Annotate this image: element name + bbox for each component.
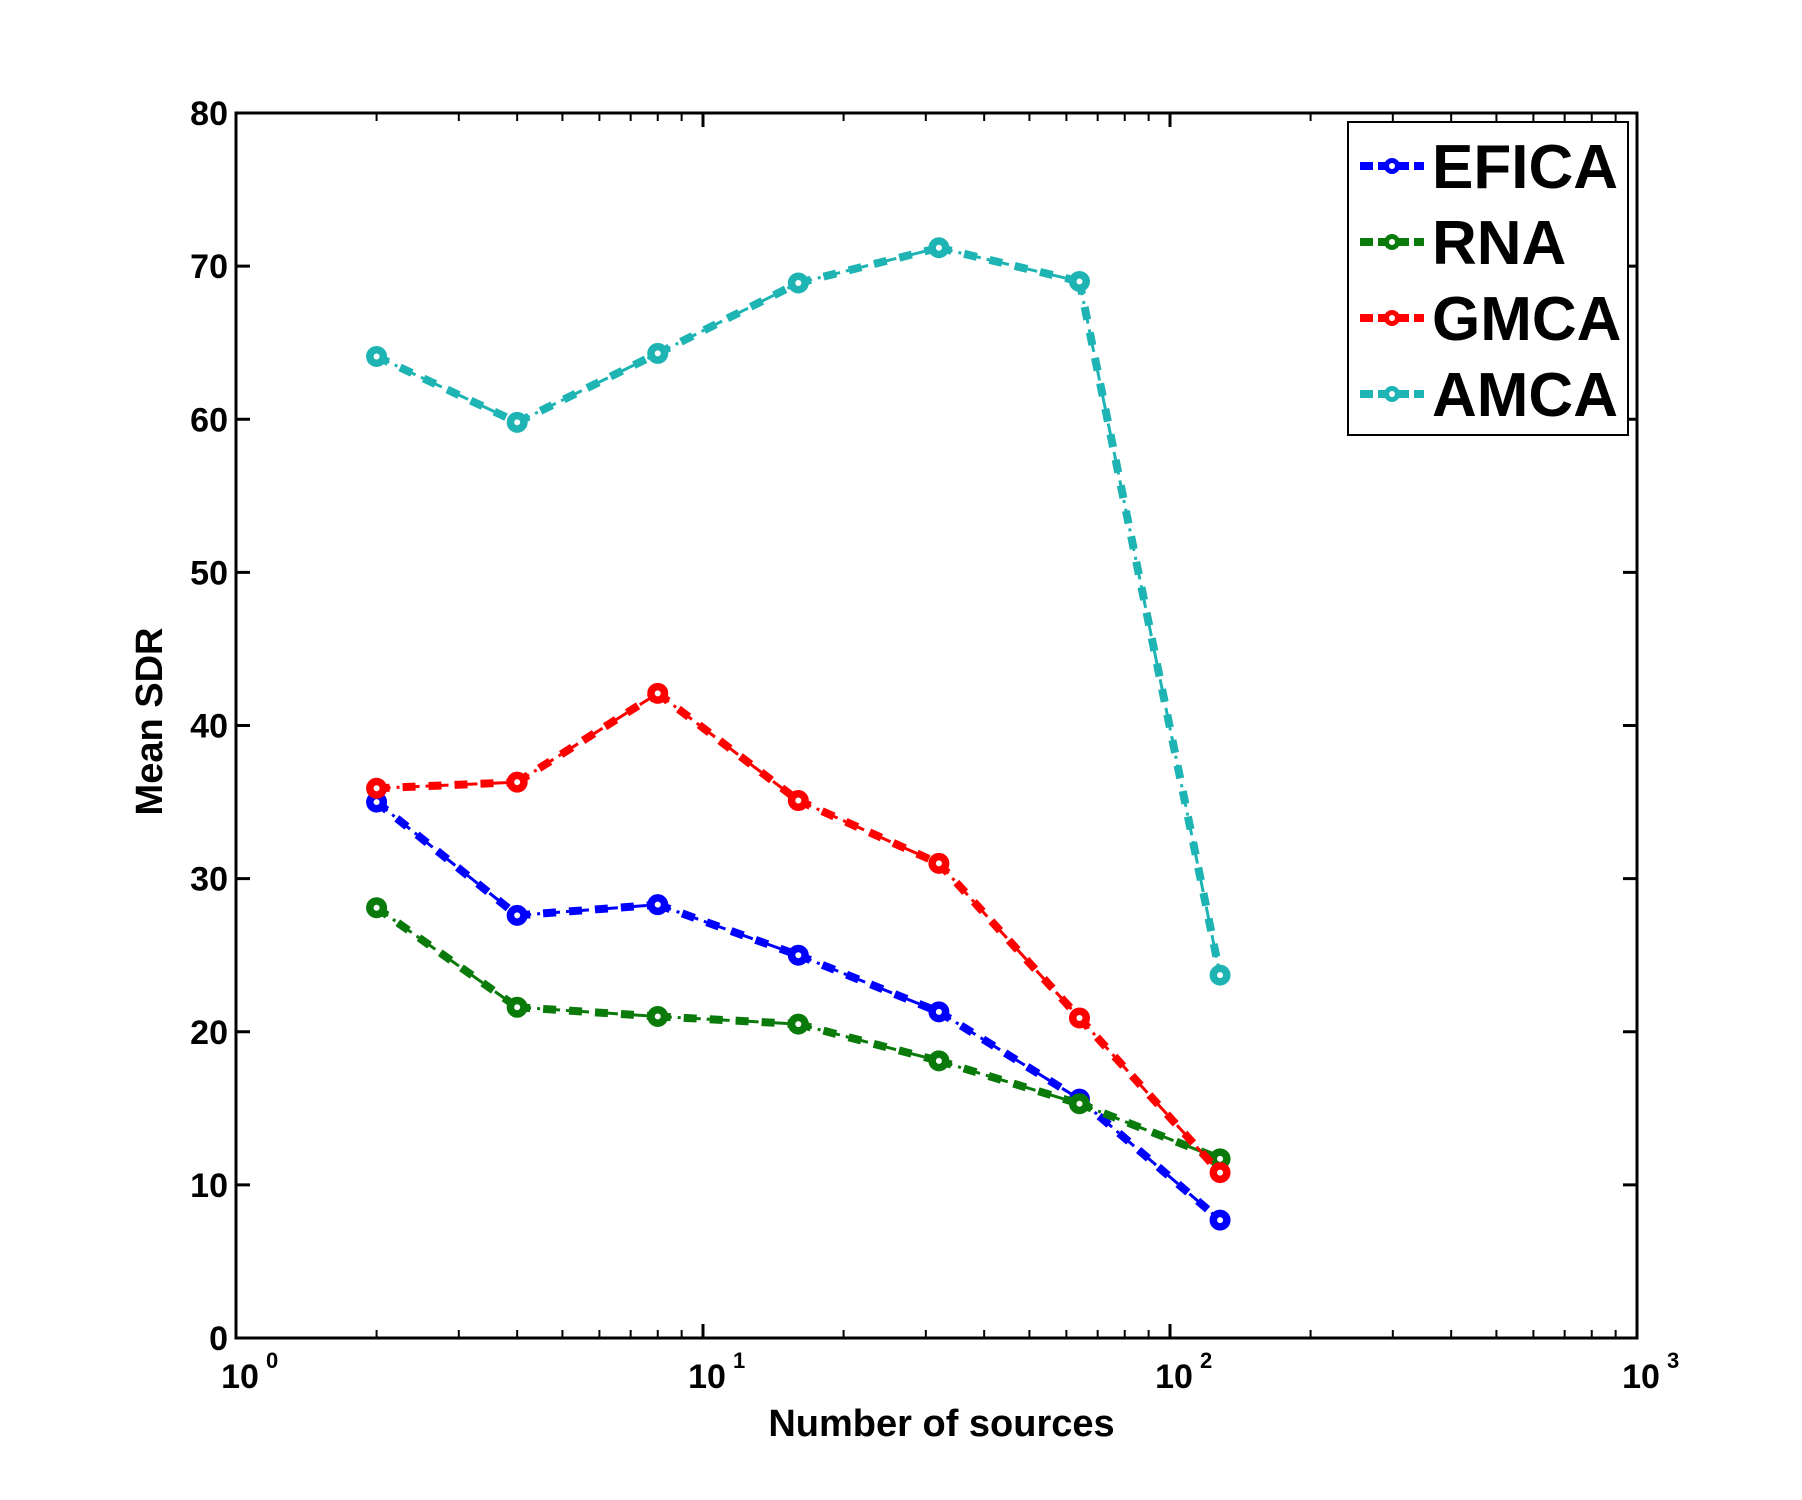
- data-point-center: [795, 1021, 802, 1028]
- legend: EFICA RNA GMCA AMCA: [1347, 121, 1629, 436]
- series-segment-bold: [1076, 1096, 1223, 1224]
- data-point-center: [654, 1013, 661, 1020]
- data-point-center: [654, 350, 661, 357]
- series-segment: [517, 1005, 658, 1018]
- data-point-center: [373, 799, 380, 806]
- legend-item-gmca: GMCA: [1360, 285, 1621, 354]
- series-rna: [366, 897, 1231, 1170]
- series-segment-bold: [515, 349, 660, 426]
- legend-label: AMCA: [1432, 361, 1618, 430]
- series-segment: [797, 246, 940, 285]
- y-tick-label: 10: [190, 1167, 228, 1205]
- series-segment: [797, 1022, 940, 1063]
- series-segment: [1078, 281, 1222, 976]
- legend-marker-center: [1389, 315, 1395, 321]
- y-tick-label: 70: [190, 248, 228, 286]
- y-tick-label: 20: [190, 1014, 228, 1052]
- legend-label: RNA: [1432, 209, 1566, 278]
- x-tick-label: 10: [688, 1358, 726, 1396]
- data-point-center: [1217, 1169, 1224, 1176]
- legend-box: [1347, 121, 1629, 436]
- series-segment: [657, 903, 799, 957]
- legend-label: EFICA: [1432, 133, 1618, 202]
- series-segment-bold: [374, 798, 520, 919]
- y-tick-label: 60: [190, 401, 228, 439]
- series-segment: [797, 953, 940, 1014]
- series-segment-bold: [515, 689, 660, 786]
- data-point-center: [1076, 1014, 1083, 1021]
- data-point-center: [373, 353, 380, 360]
- x-tick-label: 10: [221, 1358, 259, 1396]
- series-efica: [366, 791, 1231, 1231]
- series-segment-bold: [374, 352, 519, 426]
- legend-marker-center: [1389, 391, 1395, 397]
- tick-layer: [234, 111, 1639, 1340]
- series-segment-bold: [936, 1008, 1082, 1103]
- x-tick-label: 10: [1622, 1358, 1660, 1396]
- series-segment-bold: [935, 860, 1083, 1021]
- series-segment: [1078, 1102, 1221, 1161]
- data-point-center: [795, 952, 802, 959]
- series-segment: [657, 1014, 799, 1026]
- x-tick-exponent: 2: [1200, 1348, 1212, 1373]
- series-layer: [366, 237, 1231, 1231]
- data-point-center: [935, 244, 942, 251]
- x-tick-label: 10: [1155, 1358, 1193, 1396]
- data-point-center: [514, 779, 521, 786]
- data-point-center: [795, 797, 802, 804]
- series-segment: [938, 246, 1080, 283]
- data-point-center: [514, 419, 521, 426]
- y-tick-label: 50: [190, 554, 228, 592]
- x-tick-exponent: 1: [733, 1348, 745, 1373]
- legend-marker-center: [1389, 163, 1395, 169]
- data-point-center: [514, 912, 521, 919]
- legend-item-amca: AMCA: [1360, 361, 1618, 430]
- data-point-center: [935, 860, 942, 867]
- legend-item-rna: RNA: [1360, 209, 1566, 278]
- y-tick-label: 30: [190, 861, 228, 899]
- x-tick-exponent: 3: [1667, 1348, 1679, 1373]
- series-segment: [376, 780, 518, 790]
- data-point-center: [373, 785, 380, 792]
- series-segment: [517, 903, 658, 917]
- data-point-center: [1076, 1100, 1083, 1107]
- y-tick-label: 40: [190, 708, 228, 746]
- y-tick-label: 80: [190, 95, 228, 133]
- data-point-center: [373, 904, 380, 911]
- y-tick-label: 0: [209, 1320, 228, 1358]
- series-segment-bold: [655, 690, 801, 804]
- x-axis-title: Number of sources: [768, 1403, 1114, 1445]
- series-amca: [366, 237, 1231, 986]
- legend-item-efica: EFICA: [1360, 133, 1618, 202]
- y-axis-title: Mean SDR: [129, 628, 171, 816]
- x-tick-exponent: 0: [266, 1348, 278, 1373]
- series-segment-bold: [374, 904, 520, 1011]
- data-point-center: [514, 1004, 521, 1011]
- data-point-center: [935, 1057, 942, 1064]
- series-segment-bold: [796, 796, 941, 867]
- data-point-center: [1217, 1155, 1224, 1162]
- data-point-center: [1217, 1217, 1224, 1224]
- series-gmca: [366, 682, 1231, 1184]
- data-point-center: [1076, 278, 1083, 285]
- data-point-center: [1217, 972, 1224, 979]
- legend-marker-center: [1389, 239, 1395, 245]
- data-point-center: [795, 279, 802, 286]
- series-segment: [797, 799, 940, 865]
- data-point-center: [935, 1008, 942, 1015]
- series-segment: [375, 355, 518, 424]
- legend-label: GMCA: [1432, 285, 1621, 354]
- series-segment-bold: [655, 279, 801, 357]
- series-segment-bold: [1076, 1015, 1224, 1176]
- series-segment: [938, 1059, 1080, 1106]
- data-point-center: [654, 901, 661, 908]
- data-point-center: [654, 690, 661, 697]
